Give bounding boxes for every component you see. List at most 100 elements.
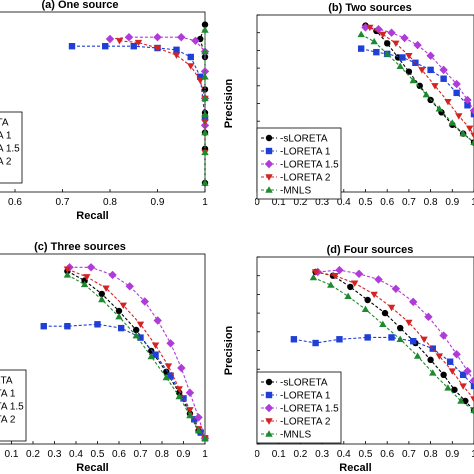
- data-point: [470, 406, 474, 414]
- data-point: [335, 265, 344, 275]
- data-point: [387, 28, 396, 37]
- data-point: [309, 273, 318, 281]
- data-point: [452, 79, 461, 89]
- data-point: [64, 323, 71, 330]
- data-point: [427, 66, 434, 74]
- x-tick-label: 0.8: [424, 449, 438, 460]
- data-point: [459, 371, 467, 379]
- x-tick-label: 0.8: [103, 197, 117, 208]
- legend-box: [0, 369, 27, 442]
- data-point: [366, 24, 374, 32]
- data-point: [470, 382, 474, 390]
- data-point: [470, 396, 474, 403]
- data-point: [470, 138, 474, 146]
- data-point: [412, 59, 419, 66]
- data-point: [459, 129, 467, 137]
- data-point: [327, 281, 335, 288]
- x-tick-label: 0: [254, 449, 260, 460]
- data-point: [186, 407, 194, 414]
- legend-entry: -LORETA 1.5: [280, 160, 339, 171]
- legend-marker: [264, 403, 274, 413]
- data-point: [186, 411, 194, 419]
- data-point: [187, 53, 194, 61]
- legend: -sLORETA-LORETA 1-LORETA 1.5-LORETA 2-MN…: [0, 111, 23, 184]
- data-point: [379, 31, 387, 39]
- data-point: [102, 285, 110, 292]
- data-point: [201, 179, 209, 186]
- y-tick-label: 0.4: [239, 117, 253, 128]
- x-axis-label: Recall: [76, 210, 108, 222]
- data-point: [361, 305, 370, 313]
- legend-entry: -sLORETA: [0, 376, 13, 387]
- data-point: [98, 290, 106, 298]
- data-point: [388, 334, 395, 341]
- data-point: [167, 372, 174, 379]
- data-point: [102, 43, 109, 50]
- data-point: [175, 386, 183, 393]
- x-axis-label: Recall: [76, 462, 108, 474]
- data-point: [364, 296, 371, 304]
- data-point: [80, 280, 89, 288]
- y-tick-label: 0.7: [239, 64, 253, 75]
- data-point: [370, 291, 378, 299]
- data-point: [418, 67, 426, 74]
- data-point: [396, 62, 404, 70]
- data-point: [455, 113, 463, 120]
- data-point: [459, 383, 467, 390]
- data-point: [354, 269, 364, 279]
- series-line-loreta-1: [43, 323, 206, 439]
- x-tick-label: 0.9: [445, 449, 459, 460]
- data-point: [86, 263, 96, 272]
- x-tick-label: 0.6: [112, 449, 126, 460]
- series-line-loreta-1: [72, 45, 206, 119]
- data-point: [194, 427, 203, 434]
- legend-entry: -MNLS: [280, 186, 311, 197]
- data-point: [105, 34, 115, 44]
- data-point: [63, 271, 72, 278]
- legend-entry: -LORETA 2: [280, 173, 331, 184]
- legend-entry: -LORETA 1: [0, 389, 16, 400]
- data-point: [410, 337, 417, 345]
- x-tick-label: 0.9: [445, 197, 459, 208]
- data-point: [347, 283, 354, 291]
- data-point: [429, 345, 436, 352]
- legend-entry: -LORETA 1: [280, 147, 331, 158]
- data-point: [134, 39, 143, 47]
- y-tick-label: 0.5: [239, 99, 253, 110]
- y-tick-label: 0.3: [239, 383, 253, 394]
- x-tick-label: 0.6: [380, 197, 394, 208]
- data-point: [444, 384, 452, 391]
- data-point: [117, 324, 125, 332]
- y-tick-label: 1: [247, 11, 253, 22]
- data-point: [115, 307, 123, 315]
- data-point: [457, 397, 465, 404]
- data-point: [444, 99, 452, 106]
- x-tick-label: 0.3: [315, 197, 329, 208]
- data-point: [124, 33, 134, 42]
- legend-entry: -sLORETA: [280, 378, 328, 389]
- data-point: [453, 89, 460, 97]
- data-point: [68, 43, 76, 50]
- data-point: [136, 321, 145, 328]
- data-point: [424, 312, 433, 322]
- data-point: [439, 65, 448, 75]
- legend-marker: [265, 147, 273, 155]
- data-point: [201, 110, 209, 118]
- series-line-loreta-2: [369, 26, 474, 136]
- data-point: [435, 353, 443, 360]
- y-tick-label: 0.2: [239, 152, 253, 163]
- legend-entry: -LORETA 1.5: [0, 144, 20, 155]
- data-point: [153, 33, 162, 42]
- data-point: [463, 95, 472, 105]
- data-point: [405, 53, 413, 60]
- data-point: [452, 350, 461, 359]
- x-tick-label: 0.4: [337, 197, 351, 208]
- x-tick-label: 0.5: [91, 449, 105, 460]
- y-tick-label: 0: [247, 188, 253, 199]
- data-point: [201, 73, 209, 80]
- data-point: [446, 358, 454, 365]
- legend-entry: -sLORETA: [0, 118, 9, 129]
- y-tick-label: 0.9: [239, 271, 253, 282]
- chart-title: (d) Four sources: [327, 244, 414, 256]
